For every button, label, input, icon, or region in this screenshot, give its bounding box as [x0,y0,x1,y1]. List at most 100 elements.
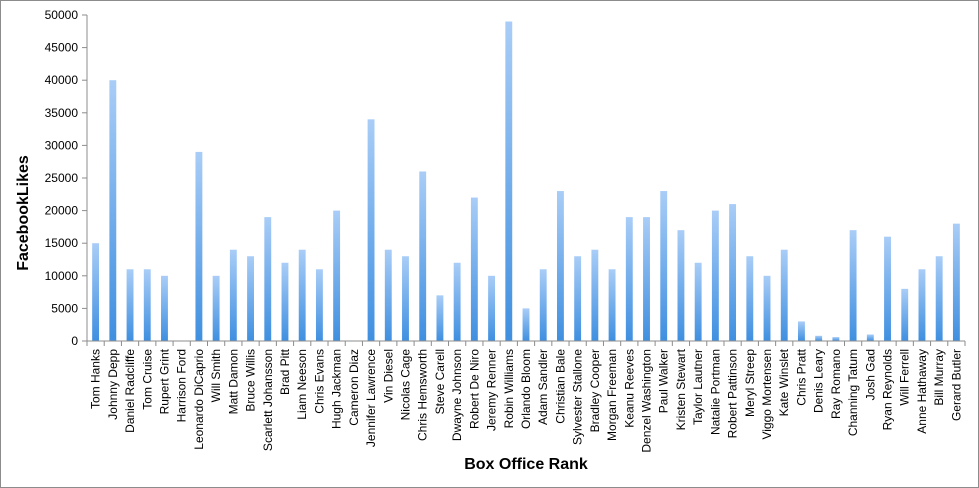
x-tick-label: Ray Romano [829,349,843,419]
x-tick-label: Bradley Cooper [588,349,602,432]
x-tick-label: Tom Hanks [89,349,103,409]
x-tick-label: Adam Sandler [536,349,550,425]
bar [556,191,564,341]
x-tick-label: Meryl Streep [743,349,757,417]
y-tick-label: 0 [71,334,78,348]
y-tick-label: 5000 [51,301,78,315]
x-tick-label: Natalie Portman [708,349,722,435]
bar [470,197,478,341]
x-tick-label: Hugh Jackman [330,349,344,429]
bar [866,334,874,341]
x-tick-label: Taylor Lautner [691,349,705,425]
bar [315,269,323,341]
x-tick-label: Bill Murray [932,349,946,406]
x-tick-label: Cameron Diaz [347,349,361,426]
bar [505,21,513,342]
y-tick-label: 25000 [45,171,79,185]
x-tick-label: Leonardo DiCaprio [192,349,206,450]
x-tick-label: Daniel Radcliffe [123,349,137,433]
x-tick-label: Sylvester Stallone [571,349,585,445]
x-tick-label: Christian Bale [553,349,567,424]
x-tick-label: Morgan Freeman [605,349,619,441]
bar [212,275,220,341]
x-tick-label: Tom Cruise [140,349,154,410]
x-tick-label: Viggo Mortensen [760,349,774,440]
y-tick-label: 10000 [45,269,79,283]
bar [746,256,754,341]
bar [195,151,203,341]
bar [419,171,427,341]
x-tick-label: Scarlett Johansson [261,349,275,451]
bar [143,269,151,341]
x-tick-label: Paul Walker [657,349,671,413]
x-tick-label: Vin Diesel [381,349,395,403]
y-axis-title: FacebookLikes [15,155,32,271]
x-tick-label: Brad Pitt [278,348,292,395]
y-tick-label: 30000 [45,138,79,152]
x-tick-label: Chris Evans [312,349,326,414]
x-tick-label: Robert Pattinson [726,349,740,438]
x-tick-label: Will Ferrell [898,349,912,406]
x-tick-label: Kate Winslet [777,348,791,416]
bar [901,288,909,341]
y-tick-label: 15000 [45,236,79,250]
y-tick-label: 20000 [45,204,79,218]
x-tick-label: Jennifer Lawrence [364,349,378,447]
bar [780,249,788,341]
y-tick-label: 40000 [45,73,79,87]
x-tick-label: Anne Hathaway [915,349,929,434]
bar [660,191,668,341]
bar [849,230,857,341]
bar [126,269,134,341]
bar [574,256,582,341]
x-tick-label: Johnny Depp [106,349,120,420]
bar [247,256,254,341]
x-tick-label: Robin Williams [502,349,516,428]
bar [935,256,943,341]
x-tick-label: Channing Tatum [846,349,860,436]
y-tick-label: 35000 [45,106,79,120]
bar [815,335,823,341]
bar [711,210,719,341]
bar [625,217,633,341]
bar [161,275,168,341]
x-tick-label: Jeremy Renner [485,349,499,431]
bar [281,262,289,341]
x-tick-label: Josh Gad [863,349,877,400]
x-tick-label: Dwayne Johnson [450,349,464,441]
x-tick-label: Chris Pratt [794,348,808,405]
bar [298,249,306,341]
bar [694,262,702,341]
y-tick-label: 45000 [45,41,79,55]
bar [643,217,650,341]
bar [109,80,117,341]
x-tick-label: Denzel Washington [640,349,654,453]
bar [402,256,409,341]
bar [591,249,599,341]
bar [367,119,375,341]
bar [229,249,237,341]
bar [884,236,891,341]
bar [918,269,926,341]
x-tick-label: Denis Leary [812,349,826,413]
x-tick-label: Keanu Reeves [622,349,636,428]
x-tick-label: Kristen Stewart [674,348,688,430]
bar [832,337,840,341]
x-tick-label: Orlando Bloom [519,349,533,429]
bar [92,243,100,341]
bar [488,275,496,341]
bar [677,230,685,341]
x-tick-label: Bruce Willis [244,349,258,412]
x-tick-label: Rupert Grint [157,348,171,414]
x-tick-label: Gerard Butler [949,349,963,421]
bar [539,269,547,341]
x-tick-label: Steve Carell [433,349,447,414]
x-axis-title: Box Office Rank [464,456,588,473]
x-tick-label: Harrison Ford [175,349,189,422]
bar [608,269,616,341]
bar [436,295,444,341]
x-tick-label: Will Smith [209,349,223,402]
bar [522,308,530,341]
